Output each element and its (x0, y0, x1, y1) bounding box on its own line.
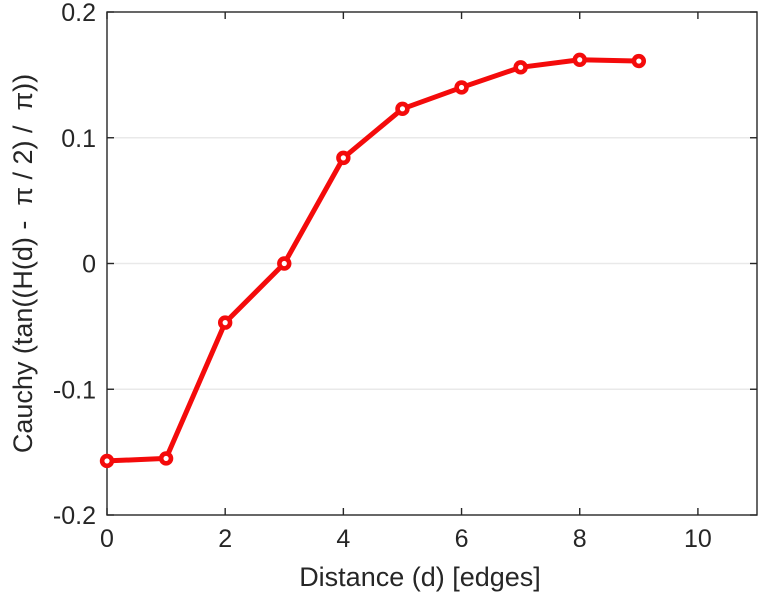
data-point-marker (513, 60, 528, 75)
data-point-marker (572, 52, 587, 67)
data-point-marker (277, 256, 292, 271)
x-tick-label: 8 (573, 525, 587, 553)
x-tick-label: 0 (100, 525, 114, 553)
data-point-marker (454, 80, 469, 95)
x-tick-label: 2 (218, 525, 232, 553)
data-point-marker (336, 150, 351, 166)
y-tick-label: 0.2 (61, 0, 96, 27)
y-tick-label: 0 (82, 251, 96, 279)
y-tick-label: 0.1 (61, 125, 96, 153)
axes-box (106, 11, 758, 516)
y-axis-label: Cauchy (tan((H(d) - π / 2) / π)) (8, 74, 38, 453)
data-point-marker (99, 453, 115, 469)
y-tick-label: -0.1 (53, 376, 96, 404)
data-point-marker (217, 315, 233, 330)
x-tick-label: 4 (336, 525, 350, 553)
data-point-marker (158, 451, 174, 466)
x-tick-label: 10 (684, 525, 712, 553)
data-point-marker (395, 101, 410, 117)
data-point-marker (631, 53, 647, 69)
data-line (104, 57, 642, 464)
x-axis-label: Distance (d) [edges] (299, 562, 541, 592)
y-tick-label: -0.2 (53, 502, 96, 530)
x-tick-label: 6 (455, 525, 469, 553)
